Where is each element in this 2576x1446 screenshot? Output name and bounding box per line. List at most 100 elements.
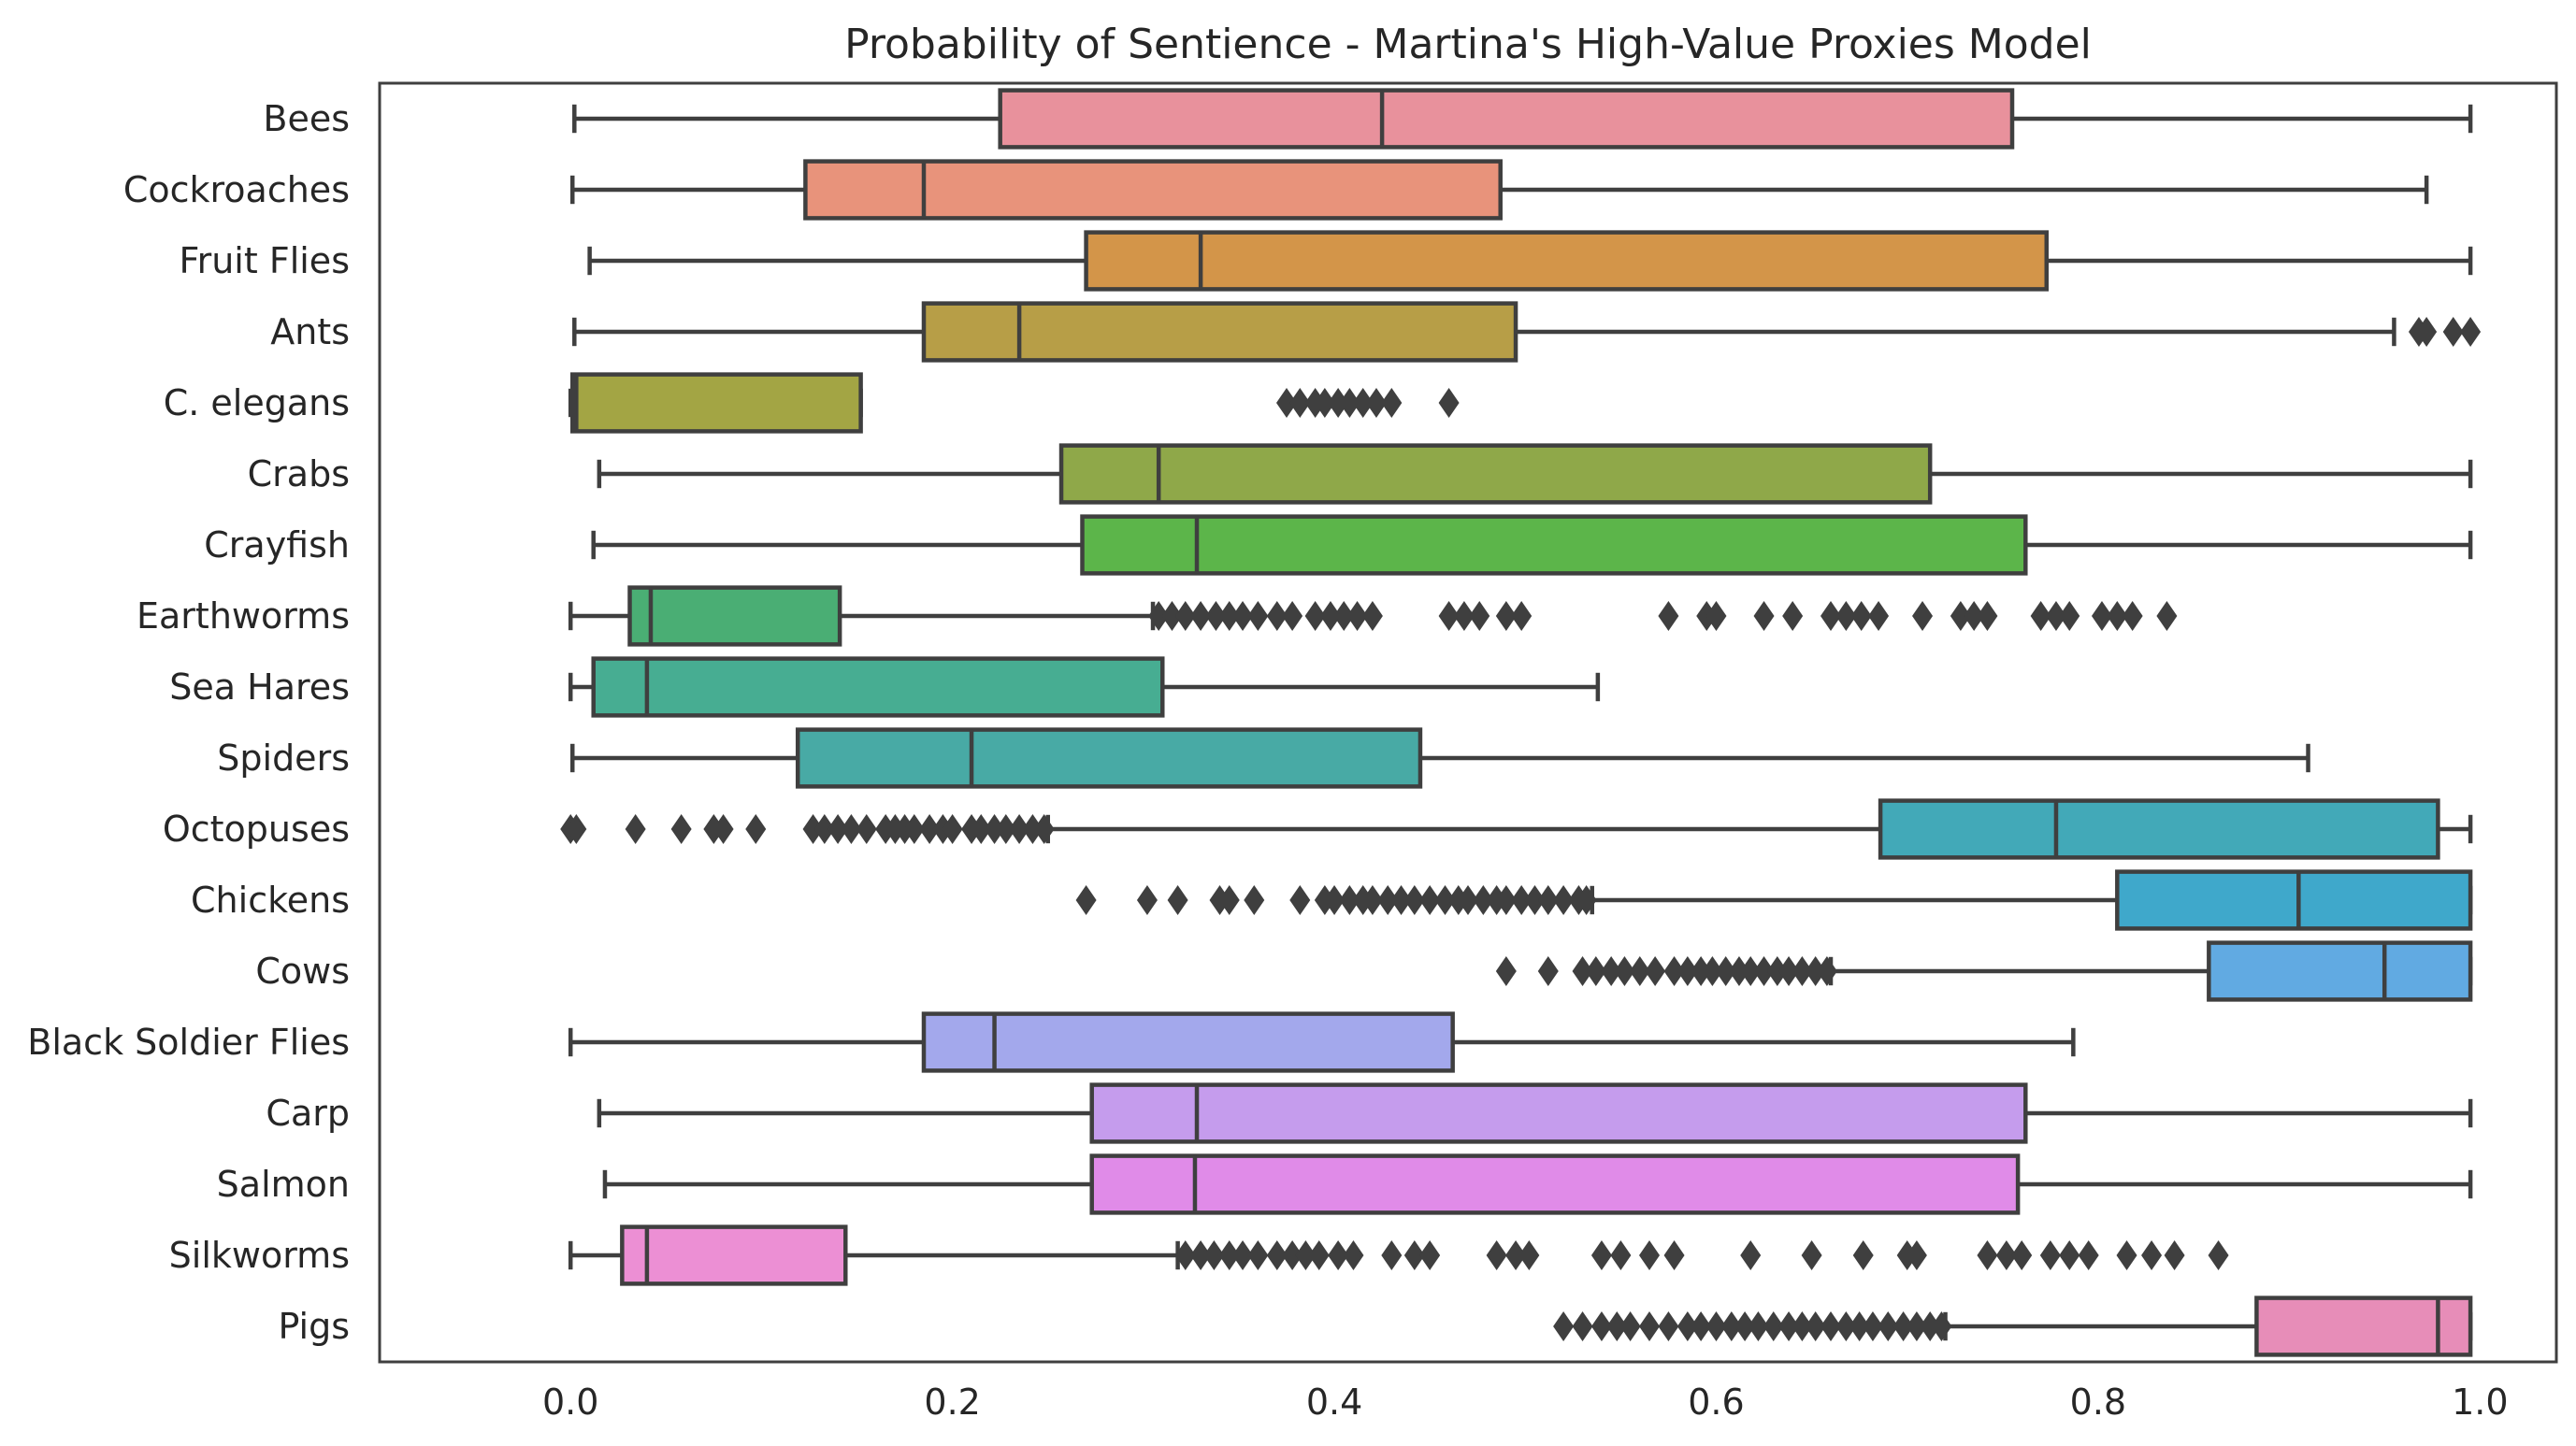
outlier-point	[1805, 1311, 1826, 1341]
outlier-point	[1892, 1311, 1914, 1341]
outlier-point	[1590, 1311, 1612, 1341]
outlier-point	[1505, 1240, 1527, 1270]
outlier-point	[1995, 1240, 2017, 1270]
outlier-point	[1438, 388, 1460, 418]
outlier-point	[1148, 601, 1170, 631]
outlier-point	[1438, 601, 1460, 631]
outlier-point	[1232, 601, 1254, 631]
outlier-point	[1174, 1240, 1196, 1270]
outlier-point	[1365, 388, 1387, 418]
box-group	[568, 656, 1601, 718]
outlier-point	[2416, 317, 2438, 347]
outlier-point	[1174, 601, 1196, 631]
outlier-point	[1486, 1240, 1507, 1270]
outlier-point	[1324, 885, 1346, 915]
outlier-point	[1691, 956, 1712, 986]
outlier-point	[1705, 601, 1727, 631]
outlier-point	[1136, 885, 1158, 915]
outlier-point	[1601, 956, 1622, 986]
outlier-point	[2208, 1240, 2229, 1270]
box-group	[570, 727, 2310, 789]
outlier-point	[1663, 956, 1685, 986]
outlier-point	[1473, 885, 1494, 915]
outlier-point	[1572, 1311, 1593, 1341]
plot-frame	[378, 81, 2558, 1364]
outlier-point	[1610, 1240, 1632, 1270]
outlier-point	[1778, 1311, 1800, 1341]
outlier-point	[856, 814, 877, 844]
box-group	[1553, 1296, 2473, 1357]
outlier-point	[1728, 956, 1749, 986]
outlier-point	[1763, 1311, 1784, 1341]
outlier-point	[1266, 601, 1288, 631]
iqr-box	[998, 88, 2015, 150]
category-label: Spiders	[217, 737, 350, 779]
iqr-box	[570, 372, 863, 434]
outlier-point	[2122, 601, 2143, 631]
outlier-point	[1950, 601, 1971, 631]
outlier-point	[1203, 1240, 1225, 1270]
category-label: Crayfish	[204, 524, 350, 566]
outlier-point	[1343, 1240, 1364, 1270]
outlier-point	[2059, 1240, 2080, 1270]
outlier-point	[919, 814, 941, 844]
outlier-point	[1792, 1311, 1813, 1341]
outlier-point	[1282, 601, 1303, 631]
outlier-point	[1878, 1311, 1899, 1341]
outlier-point	[2011, 1240, 2033, 1270]
iqr-box	[2207, 940, 2473, 1002]
x-tick-label: 0.0	[542, 1382, 598, 1423]
outlier-point	[1820, 1311, 1841, 1341]
outlier-point	[1339, 388, 1360, 418]
box-group	[587, 230, 2473, 292]
outlier-point	[1663, 1240, 1685, 1270]
outlier-point	[2091, 601, 2112, 631]
x-tick-label: 0.2	[924, 1382, 980, 1423]
outlier-point	[1705, 1311, 1727, 1341]
category-label: Bees	[263, 98, 350, 139]
category-label: Earthworms	[137, 595, 350, 637]
outlier-point	[1167, 885, 1188, 915]
outlier-point	[1590, 1240, 1612, 1270]
outlier-point	[1304, 601, 1326, 631]
outlier-point	[1190, 1240, 1212, 1270]
outlier-point	[1419, 1240, 1441, 1270]
outlier-point	[1333, 601, 1355, 631]
outlier-point	[1289, 885, 1311, 915]
outlier-point	[1645, 956, 1666, 986]
iqr-box	[591, 656, 1165, 718]
outlier-point	[2078, 1240, 2099, 1270]
outlier-point	[1190, 601, 1212, 631]
outlier-point	[1782, 601, 1804, 631]
outlier-point	[1906, 1311, 1927, 1341]
x-axis-ticks: 0.0 0.2 0.4 0.6 0.8 1.0	[542, 1382, 2509, 1423]
x-tick-label: 0.6	[1688, 1382, 1744, 1423]
outlier-point	[1469, 601, 1490, 631]
iqr-box	[2115, 869, 2473, 931]
box-group	[1075, 869, 2473, 931]
outlier-point	[1835, 1311, 1857, 1341]
iqr-box	[627, 585, 842, 647]
category-label: Ants	[270, 311, 350, 352]
box-group	[568, 372, 1460, 434]
outlier-point	[712, 814, 734, 844]
outlier-point	[745, 814, 767, 844]
outlier-point	[1585, 956, 1606, 986]
outlier-point	[813, 814, 835, 844]
outlier-point	[670, 814, 692, 844]
outlier-point	[1816, 956, 1837, 986]
outlier-point	[1511, 885, 1533, 915]
outlier-point	[1339, 885, 1360, 915]
outlier-point	[1868, 601, 1890, 631]
outlier-point	[1964, 601, 1985, 631]
outlier-point	[1753, 601, 1775, 631]
outlier-point	[1835, 601, 1857, 631]
outlier-point	[971, 814, 992, 844]
category-label: Fruit Flies	[180, 240, 351, 281]
outlier-point	[1247, 601, 1269, 631]
outlier-point	[1753, 956, 1775, 986]
outlier-point	[1576, 885, 1597, 915]
outlier-point	[1820, 601, 1841, 631]
outlier-point	[1734, 1311, 1756, 1341]
outlier-point	[1218, 1240, 1240, 1270]
